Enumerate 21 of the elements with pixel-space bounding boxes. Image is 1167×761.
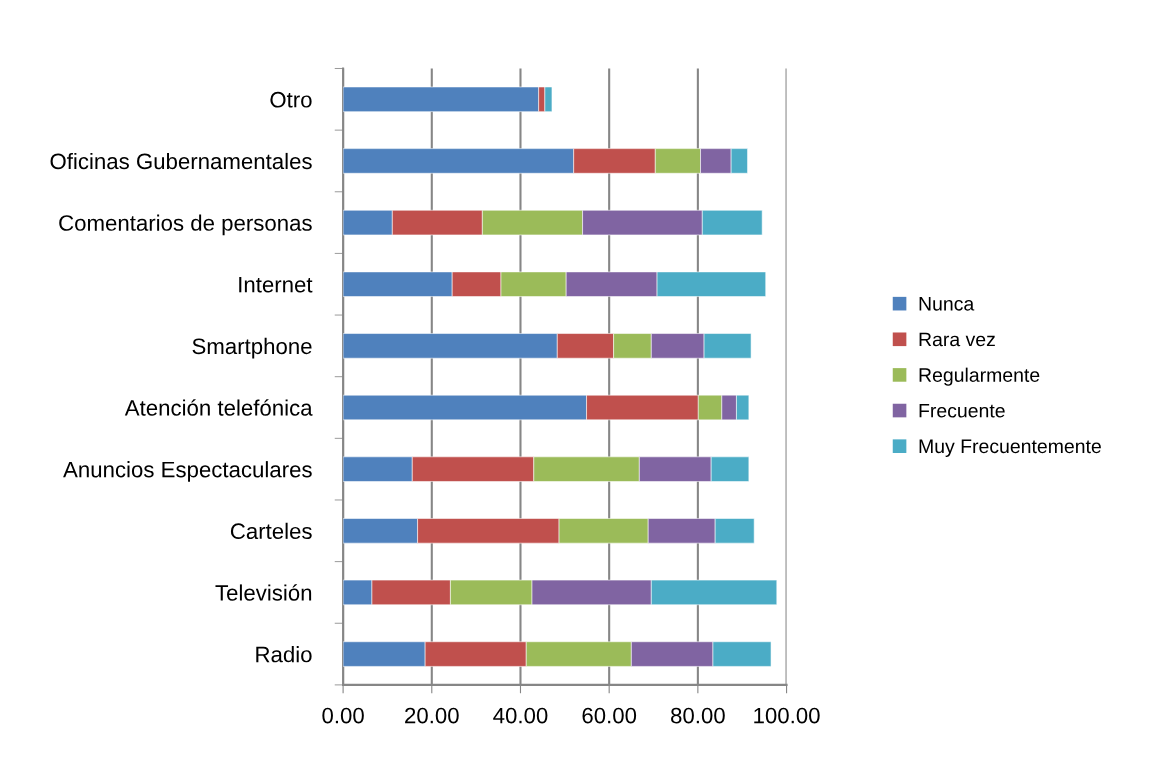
x-tick-label: 80.00	[671, 707, 725, 724]
y-tick-label: Radio	[256, 646, 312, 663]
legend-label: Rara vez	[919, 332, 995, 347]
y-tick-label: Carteles	[230, 522, 312, 540]
y-tick-label: Televisión	[215, 584, 312, 601]
x-tick-label: 0.00	[322, 707, 364, 724]
legend-label: Regularmente	[919, 367, 1040, 386]
x-tick-label: 20.00	[405, 707, 459, 724]
legend-label: Frecuente	[919, 403, 1005, 418]
y-tick-label: Smartphone	[192, 337, 312, 359]
y-tick-label: Atención telefónica	[124, 399, 313, 416]
legend-label: Nunca	[919, 297, 975, 311]
x-tick-label: 100.00	[754, 707, 820, 724]
legend-label: Muy Frecuentemente	[919, 439, 1101, 458]
y-tick-label: Oficinas Gubernamentales	[50, 152, 312, 170]
x-tick-label: 60.00	[582, 707, 637, 724]
y-tick-label: Comentarios de personas	[59, 214, 312, 236]
x-tick-label: 40.00	[493, 707, 548, 724]
y-tick-label: Otro	[270, 91, 312, 108]
y-tick-label: Internet	[239, 277, 313, 293]
y-tick-label: Anuncios Espectaculares	[63, 461, 312, 482]
